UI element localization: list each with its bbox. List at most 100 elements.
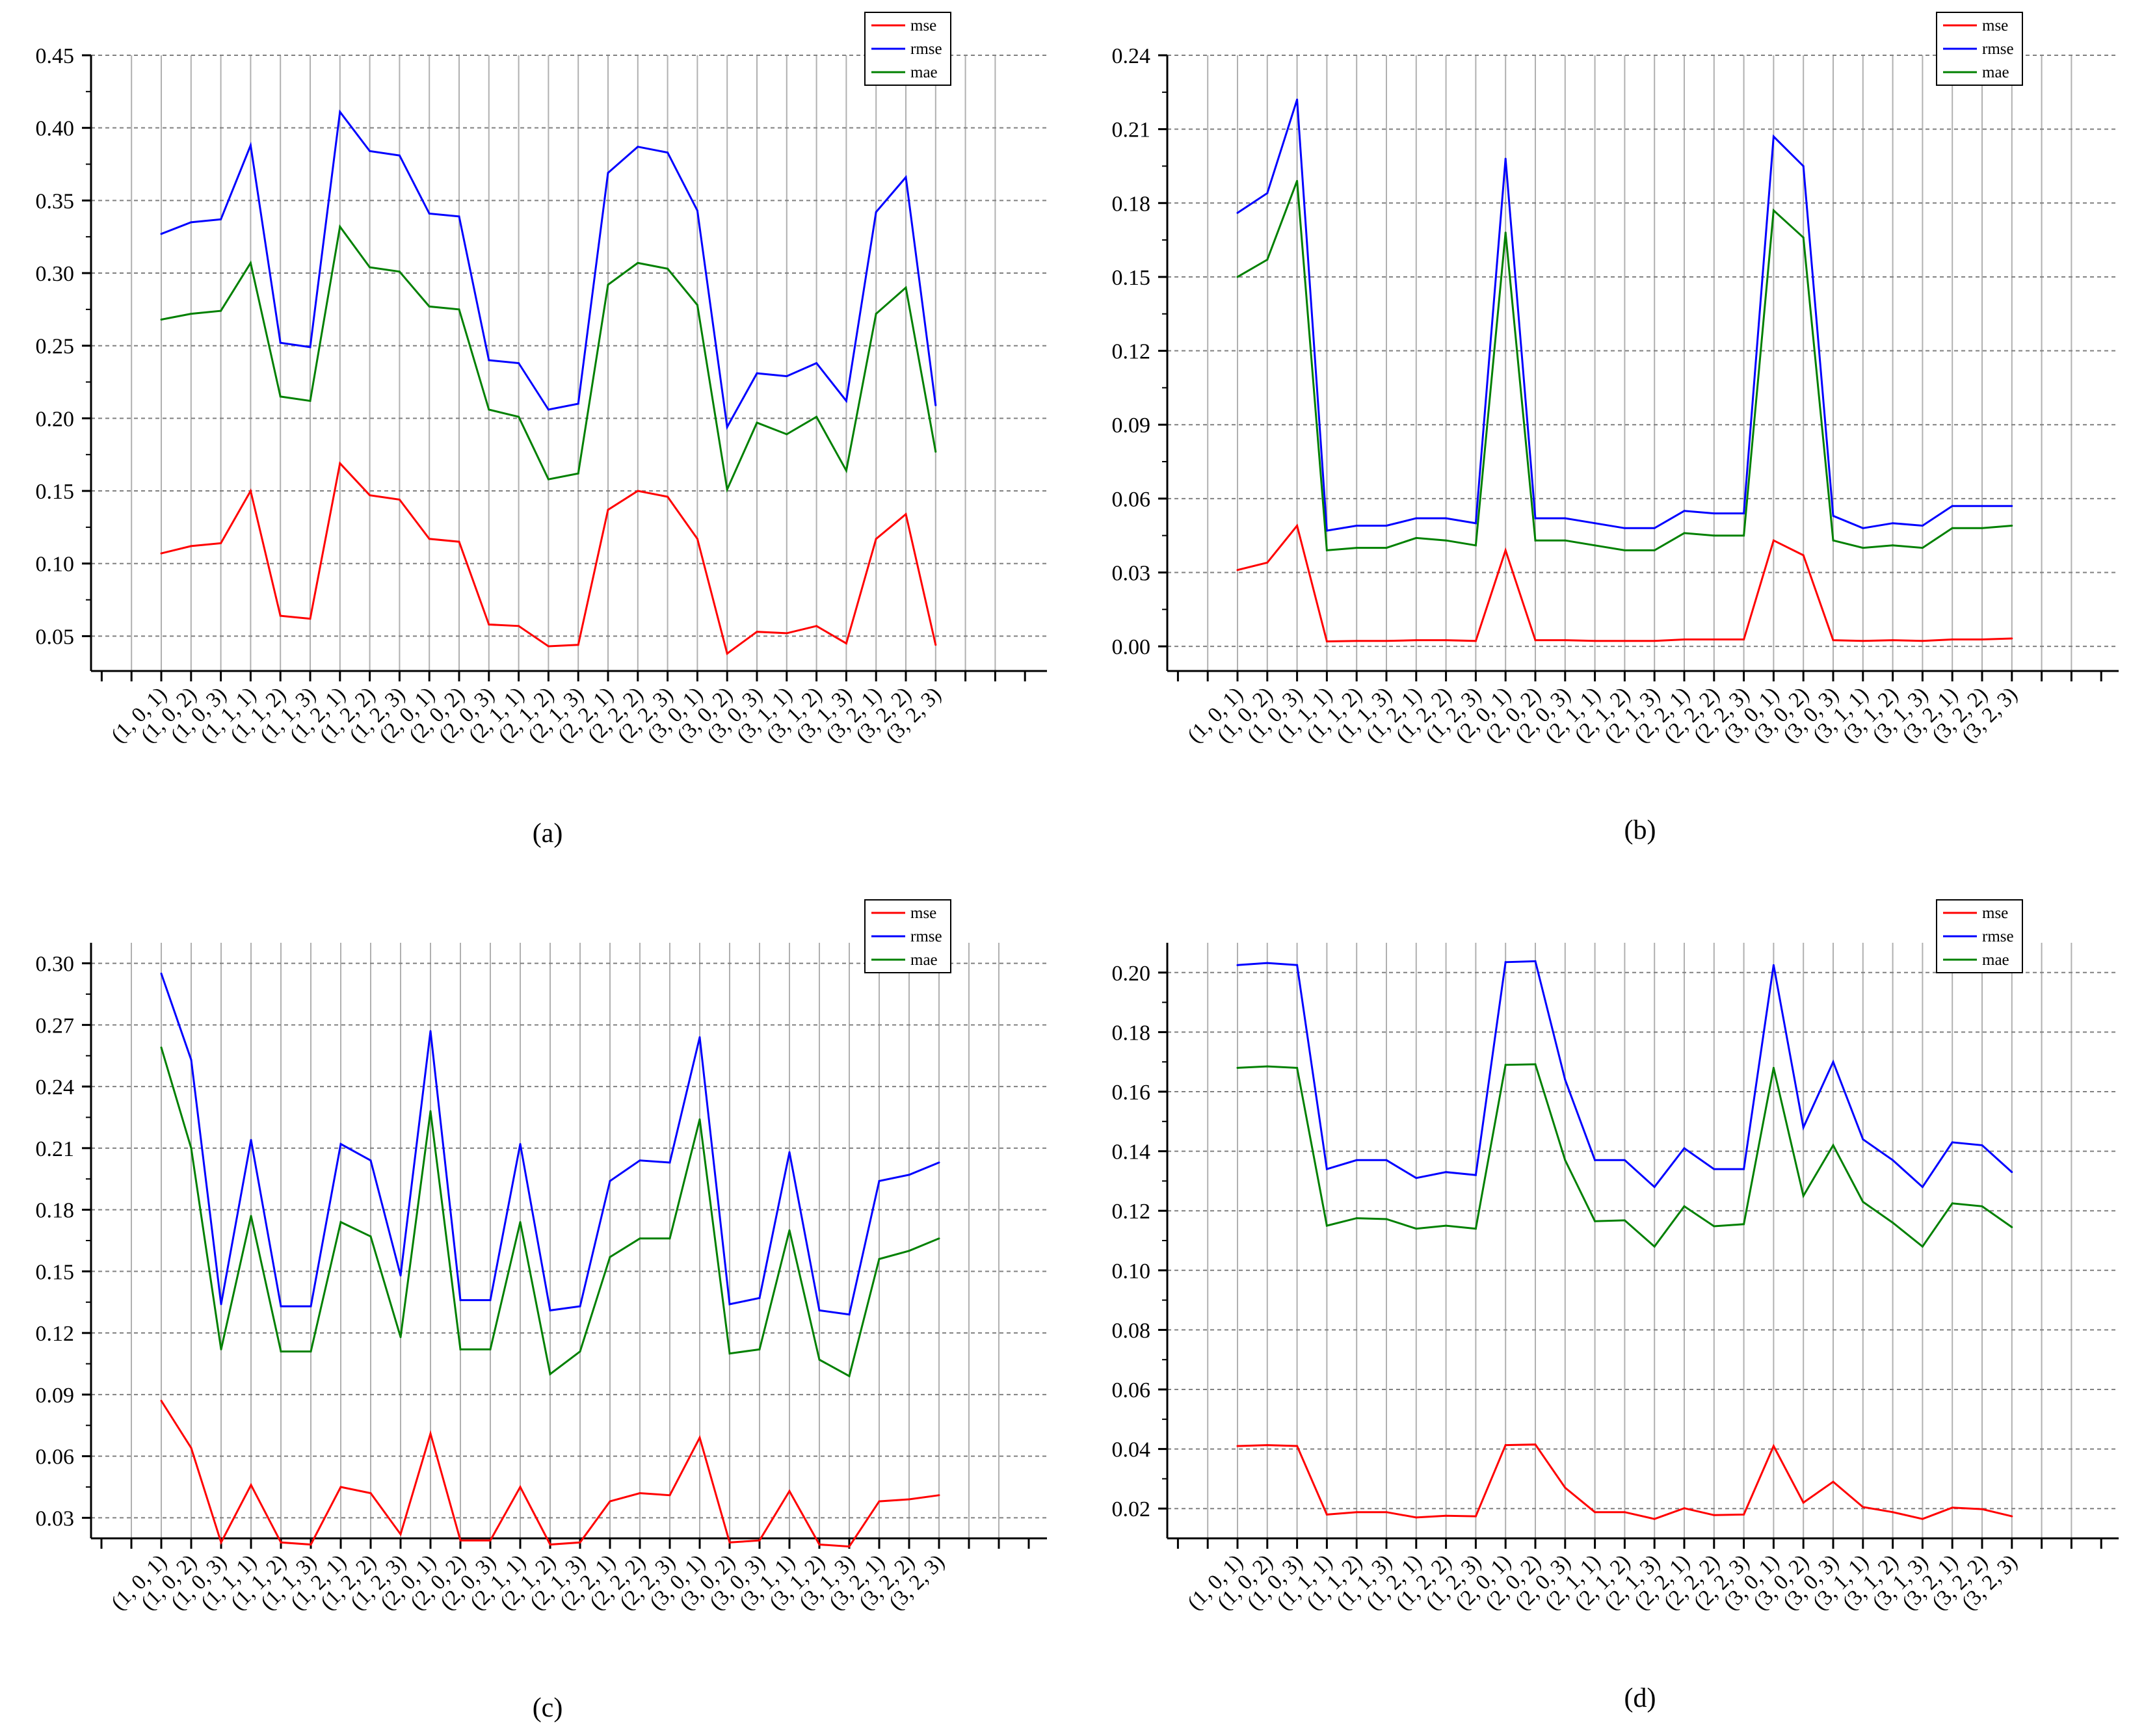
data-point-mse	[1236, 569, 1239, 572]
data-point-mae	[1266, 258, 1269, 261]
data-point-rmse	[1504, 157, 1507, 160]
data-point-mae	[756, 421, 758, 424]
y-tick-label: 0.25	[36, 335, 75, 359]
data-point-rmse	[1474, 1174, 1477, 1176]
y-tick-label: 0.30	[36, 262, 75, 286]
data-point-mae	[369, 1235, 372, 1238]
data-point-mse	[577, 644, 579, 646]
data-point-mse	[788, 1490, 791, 1492]
data-point-rmse	[1355, 525, 1358, 527]
y-tick-label: 0.09	[1112, 414, 1151, 438]
data-point-mae	[815, 415, 818, 418]
data-point-mae	[1325, 549, 1328, 551]
data-point-rmse	[519, 1143, 522, 1146]
data-point-rmse	[1474, 522, 1477, 525]
data-point-rmse	[160, 972, 163, 975]
data-point-mse	[220, 542, 222, 544]
data-point-mse	[1236, 1445, 1239, 1447]
data-point-mae	[1623, 1219, 1626, 1222]
data-point-mse	[1772, 1445, 1775, 1447]
data-point-mse	[579, 1541, 581, 1544]
data-point-rmse	[845, 400, 847, 402]
data-point-mae	[878, 1257, 880, 1260]
legend: mse rmse mae	[1936, 12, 2023, 86]
data-point-rmse	[1713, 512, 1715, 515]
legend: mse rmse mae	[864, 899, 951, 973]
data-point-mae	[249, 261, 252, 264]
data-point-rmse	[1921, 1186, 1924, 1189]
data-point-rmse	[190, 221, 192, 224]
data-point-mae	[905, 286, 907, 289]
data-point-mse	[1445, 639, 1448, 642]
data-point-mse	[905, 513, 907, 516]
data-point-rmse	[1534, 517, 1537, 519]
data-point-rmse	[1564, 1079, 1567, 1081]
data-point-rmse	[696, 209, 698, 212]
data-point-rmse	[459, 1299, 462, 1302]
data-point-mse	[1534, 639, 1537, 642]
data-point-mse	[398, 498, 401, 501]
data-point-mae	[758, 1348, 761, 1350]
data-point-mae	[1951, 527, 1953, 529]
data-point-mse	[280, 1541, 282, 1544]
y-tick-label: 0.21	[1112, 118, 1151, 142]
data-point-mae	[280, 1350, 282, 1353]
data-point-mae	[1772, 209, 1775, 212]
data-point-rmse	[1892, 522, 1894, 525]
data-point-rmse	[1504, 961, 1507, 964]
data-point-rmse	[1653, 527, 1656, 529]
data-point-mse	[1862, 1506, 1864, 1508]
data-point-mae	[1921, 1245, 1924, 1248]
data-point-mae	[1474, 544, 1477, 547]
legend-label-rmse: rmse	[910, 40, 942, 58]
y-tick-label: 0.15	[36, 1260, 75, 1284]
data-point-mse	[938, 1494, 940, 1497]
data-point-rmse	[848, 1313, 851, 1316]
data-point-rmse	[938, 1161, 940, 1164]
data-point-rmse	[1594, 522, 1596, 525]
data-point-mse	[668, 1494, 671, 1497]
data-point-rmse	[399, 1274, 402, 1277]
data-point-rmse	[1296, 98, 1299, 101]
y-tick-label: 0.30	[36, 953, 75, 977]
data-point-rmse	[310, 1305, 312, 1308]
data-point-mae	[1534, 1063, 1537, 1066]
data-point-rmse	[279, 341, 282, 344]
data-point-mae	[369, 266, 371, 269]
data-point-mse	[815, 625, 818, 627]
data-point-mse	[1802, 554, 1805, 557]
data-point-mse	[220, 1541, 222, 1544]
data-point-mae	[577, 472, 579, 475]
data-point-mae	[1296, 1066, 1299, 1069]
data-point-mae	[848, 1374, 851, 1377]
data-point-rmse	[1296, 964, 1299, 966]
data-point-mae	[1445, 539, 1448, 542]
data-point-mse	[1445, 1514, 1448, 1517]
y-tick-label: 0.45	[36, 44, 75, 68]
y-tick-label: 0.16	[1112, 1081, 1151, 1105]
data-point-rmse	[1862, 527, 1864, 529]
data-point-rmse	[220, 218, 222, 220]
data-point-mse	[1683, 1507, 1686, 1510]
data-point-mae	[458, 308, 460, 311]
data-point-mae	[639, 1237, 641, 1240]
data-point-mae	[1564, 539, 1567, 542]
data-point-mse	[1296, 525, 1299, 527]
data-point-mse	[1892, 639, 1894, 642]
data-point-mse	[1385, 1511, 1388, 1514]
data-point-mse	[698, 1436, 701, 1439]
data-point-rmse	[220, 1303, 222, 1306]
data-point-rmse	[579, 1305, 581, 1308]
data-point-mae	[934, 451, 937, 453]
data-point-mae	[1951, 1202, 1953, 1205]
data-point-mae	[1504, 1064, 1507, 1066]
data-point-mse	[309, 618, 311, 620]
y-tick-label: 0.03	[36, 1506, 75, 1531]
data-point-mse	[369, 1492, 372, 1495]
data-point-mse	[726, 652, 728, 655]
data-point-mse	[934, 644, 937, 646]
y-tick-label: 0.20	[36, 407, 75, 431]
y-tick-label: 0.12	[1112, 1200, 1151, 1224]
legend-label-mse: mse	[1982, 17, 2008, 34]
y-tick-label: 0.18	[1112, 1021, 1151, 1045]
